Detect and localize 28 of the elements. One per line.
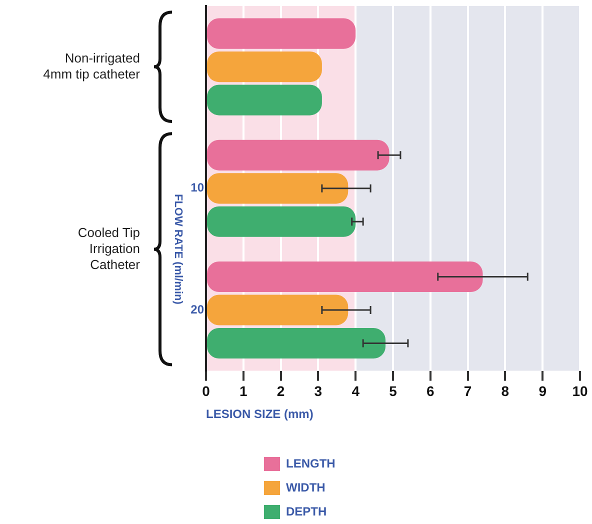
x-tick-label: 10	[572, 383, 588, 400]
legend-label: WIDTH	[286, 480, 326, 494]
bar	[207, 261, 483, 292]
text: Non-irrigated 4mm tip catheter	[43, 50, 141, 82]
bar	[207, 173, 348, 204]
x-axis-title: LESION SIZE (mm)	[206, 407, 314, 422]
x-tick-label: 8	[501, 383, 510, 400]
x-tick-label: 3	[314, 383, 322, 400]
x-tick-label: 4	[352, 383, 360, 400]
x-tick-label: 5	[389, 383, 398, 400]
x-tick-label: 7	[464, 383, 472, 400]
x-tick-label: 2	[276, 383, 285, 400]
bar	[207, 52, 322, 82]
legend-label: LENGTH	[286, 456, 336, 470]
bar	[207, 328, 386, 359]
legend-label: DEPTH	[286, 504, 327, 518]
y-tick-label: 20	[190, 302, 204, 316]
x-tick-label: 0	[202, 383, 210, 400]
bar	[207, 18, 356, 49]
x-tick-label: 9	[538, 383, 547, 400]
y-axis-title: FLOW RATE (ml/min)	[172, 194, 184, 305]
bar	[207, 84, 322, 116]
bar	[207, 140, 390, 170]
x-tick-label: 1	[240, 383, 248, 400]
text: Cooled Tip Irrigation Catheter	[78, 224, 141, 272]
bar	[207, 206, 356, 237]
bar	[207, 294, 348, 326]
x-tick-label: 6	[426, 383, 434, 400]
